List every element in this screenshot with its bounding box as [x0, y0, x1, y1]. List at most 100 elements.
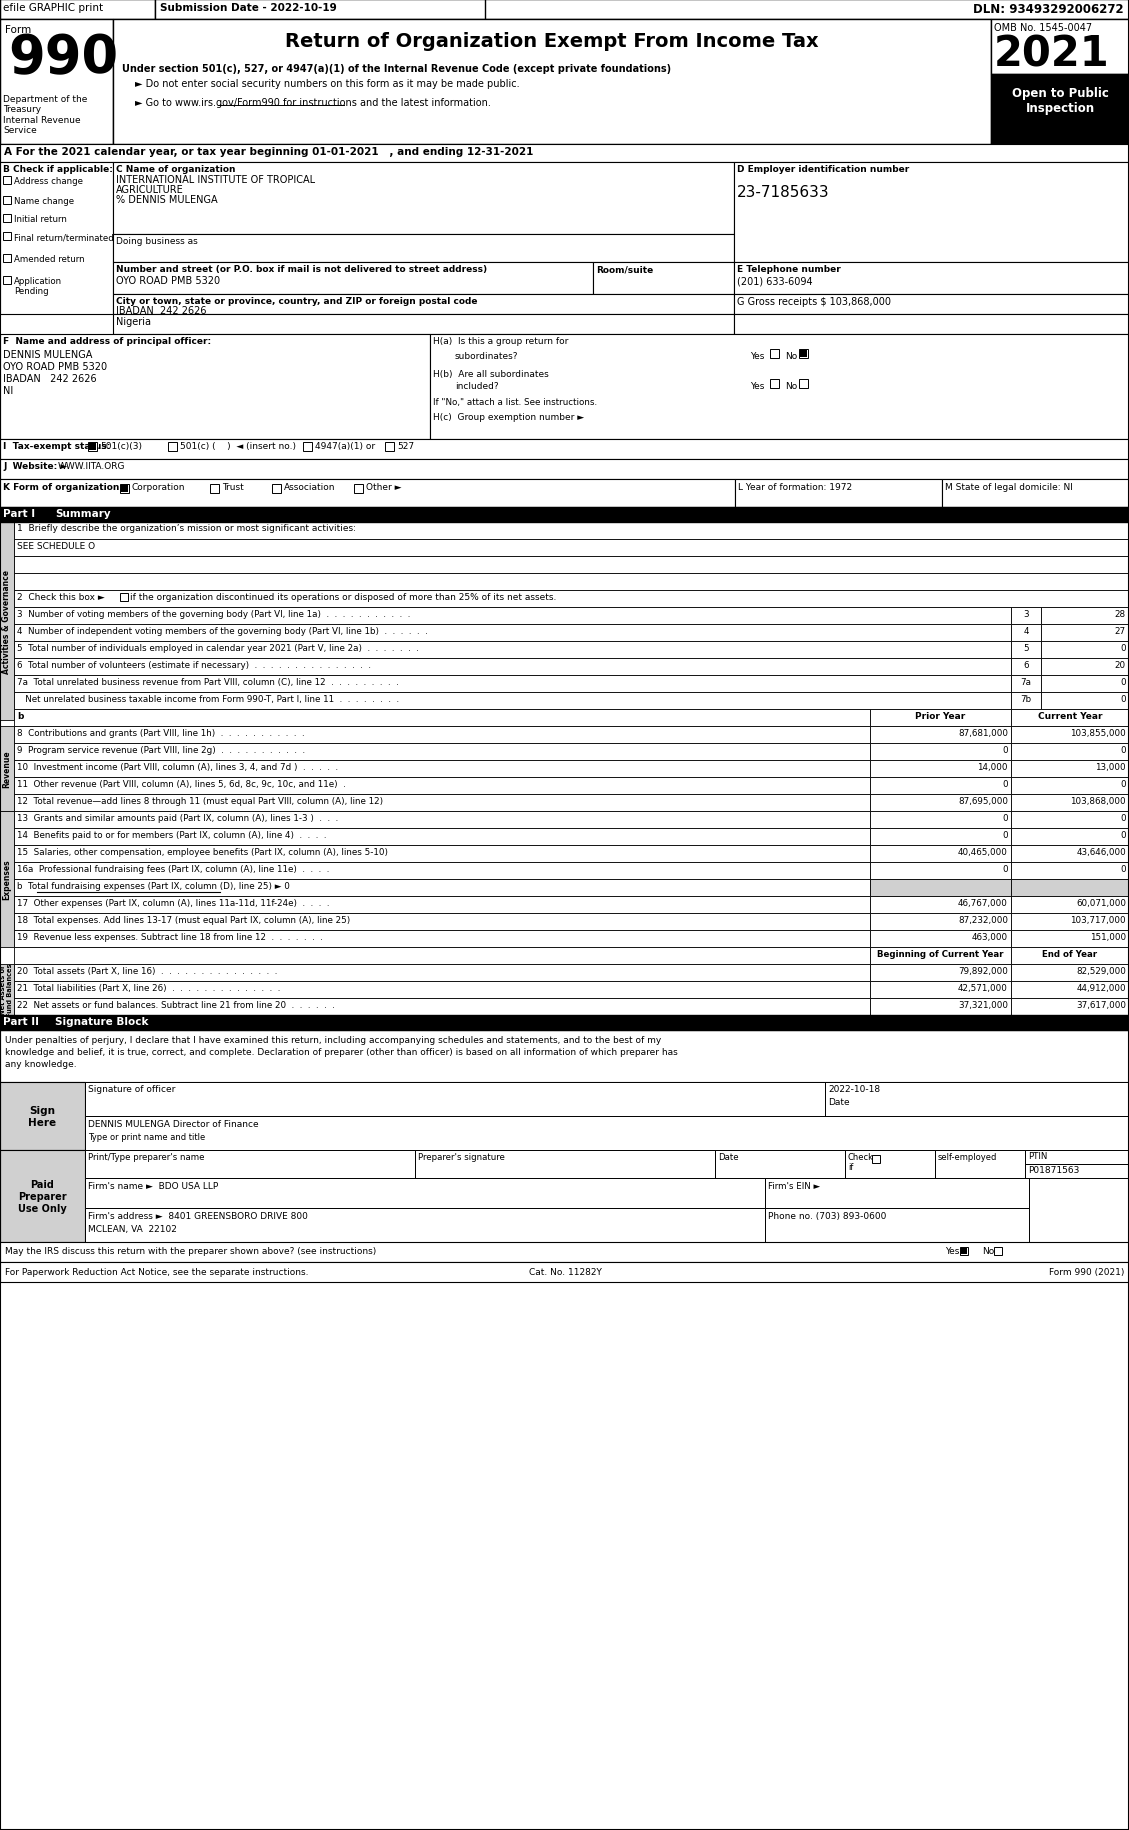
Text: Firm's name ►  BDO USA LLP: Firm's name ► BDO USA LLP [88, 1182, 218, 1190]
Bar [0, 335, 430, 439]
Bar [88, 443, 97, 452]
Text: included?: included? [455, 382, 499, 392]
Text: 17  Other expenses (Part IX, column (A), lines 11a-11d, 11f-24e)  .  .  .  .: 17 Other expenses (Part IX, column (A), … [17, 899, 330, 908]
Bar [14, 556, 1129, 573]
Text: DENNIS MULENGA: DENNIS MULENGA [3, 350, 93, 361]
Bar [14, 897, 870, 913]
Bar [994, 1248, 1003, 1255]
Text: Number and street (or P.O. box if mail is not delivered to street address): Number and street (or P.O. box if mail i… [116, 265, 487, 274]
Text: 20  Total assets (Part X, line 16)  .  .  .  .  .  .  .  .  .  .  .  .  .  .  .: 20 Total assets (Part X, line 16) . . . … [17, 966, 278, 975]
Bar [770, 350, 779, 359]
Text: 13,000: 13,000 [1095, 763, 1126, 772]
Text: Activities & Governance: Activities & Governance [2, 569, 11, 673]
Bar [210, 485, 219, 494]
Text: E Telephone number: E Telephone number [737, 265, 841, 274]
Text: OYO ROAD PMB 5320: OYO ROAD PMB 5320 [3, 362, 107, 371]
Bar [14, 692, 1010, 710]
Text: 14  Benefits paid to or for members (Part IX, column (A), line 4)  .  .  .  .: 14 Benefits paid to or for members (Part… [17, 831, 326, 840]
Bar [1010, 642, 1041, 659]
Text: H(a)  Is this a group return for: H(a) Is this a group return for [434, 337, 568, 346]
Text: Final return/terminated: Final return/terminated [14, 232, 114, 242]
Text: 42,571,000: 42,571,000 [959, 983, 1008, 992]
Text: 6  Total number of volunteers (estimate if necessary)  .  .  .  .  .  .  .  .  .: 6 Total number of volunteers (estimate i… [17, 661, 371, 670]
Text: Room/suite: Room/suite [596, 265, 654, 274]
Text: IBADAN  242 2626: IBADAN 242 2626 [116, 306, 207, 317]
Bar [14, 829, 870, 845]
Bar [14, 761, 870, 778]
Text: 527: 527 [397, 441, 414, 450]
Bar [113, 163, 734, 234]
Text: 60,071,000: 60,071,000 [1076, 899, 1126, 908]
Bar [870, 829, 1010, 845]
Text: Firm's EIN ►: Firm's EIN ► [768, 1182, 820, 1190]
Text: Part I: Part I [3, 509, 35, 518]
Text: DENNIS MULENGA Director of Finance: DENNIS MULENGA Director of Finance [88, 1120, 259, 1129]
Text: Return of Organization Exempt From Income Tax: Return of Organization Exempt From Incom… [286, 31, 819, 51]
Text: Amended return: Amended return [14, 254, 85, 264]
Bar [3, 178, 11, 185]
Text: Cat. No. 11282Y: Cat. No. 11282Y [528, 1268, 602, 1276]
Text: 21  Total liabilities (Part X, line 26)  .  .  .  .  .  .  .  .  .  .  .  .  .  : 21 Total liabilities (Part X, line 26) .… [17, 983, 280, 992]
Text: Yes: Yes [750, 351, 764, 361]
Bar [1010, 930, 1129, 948]
Text: WWW.IITA.ORG: WWW.IITA.ORG [58, 461, 125, 470]
Text: Doing business as: Doing business as [116, 236, 198, 245]
Bar [14, 743, 870, 761]
Text: Expenses: Expenses [2, 860, 11, 900]
Bar [1010, 999, 1129, 1016]
Text: May the IRS discuss this return with the preparer shown above? (see instructions: May the IRS discuss this return with the… [5, 1246, 376, 1255]
Text: Part II: Part II [3, 1016, 40, 1027]
Text: B Check if applicable:: B Check if applicable: [3, 165, 113, 174]
Bar [14, 862, 870, 880]
Bar [1010, 675, 1041, 692]
Bar [385, 443, 394, 452]
Bar [155, 0, 485, 20]
Bar [14, 880, 870, 897]
Bar [121, 485, 128, 492]
Bar [0, 1016, 1129, 1030]
Text: M State of legal domicile: NI: M State of legal domicile: NI [945, 483, 1073, 492]
Bar [14, 573, 1129, 591]
Bar [870, 710, 1010, 727]
Text: 10  Investment income (Part VIII, column (A), lines 3, 4, and 7d )  .  .  .  .  : 10 Investment income (Part VIII, column … [17, 763, 338, 772]
Text: subordinates?: subordinates? [455, 351, 518, 361]
Text: 43,646,000: 43,646,000 [1076, 847, 1126, 856]
Text: 0: 0 [1120, 814, 1126, 822]
Bar [14, 964, 870, 981]
Text: 0: 0 [1120, 644, 1126, 653]
Text: Form 990 (2021): Form 990 (2021) [1049, 1268, 1124, 1276]
Text: 5: 5 [1023, 644, 1029, 653]
Text: Summary: Summary [55, 509, 111, 518]
Bar [1010, 880, 1129, 897]
Text: For Paperwork Reduction Act Notice, see the separate instructions.: For Paperwork Reduction Act Notice, see … [5, 1268, 308, 1276]
Text: ► Go to www.irs.gov/Form990 for instructions and the latest information.: ► Go to www.irs.gov/Form990 for instruct… [135, 99, 491, 108]
Bar [870, 794, 1010, 811]
Bar [14, 624, 1010, 642]
Bar [415, 1151, 715, 1179]
Bar [0, 1151, 85, 1243]
Bar [870, 811, 1010, 829]
Text: 0: 0 [1003, 864, 1008, 873]
Bar [870, 999, 1010, 1016]
Bar [14, 608, 1010, 624]
Text: 23-7185633: 23-7185633 [737, 185, 830, 199]
Bar [870, 727, 1010, 743]
Bar [0, 479, 735, 507]
Text: Net unrelated business taxable income from Form 990-T, Part I, line 11  .  .  . : Net unrelated business taxable income fr… [17, 695, 400, 703]
Text: knowledge and belief, it is true, correct, and complete. Declaration of preparer: knowledge and belief, it is true, correc… [5, 1047, 677, 1056]
Text: Yes: Yes [750, 382, 764, 392]
Text: Beginning of Current Year: Beginning of Current Year [877, 950, 1004, 959]
Text: Name change: Name change [14, 198, 75, 207]
Text: Paid
Preparer
Use Only: Paid Preparer Use Only [18, 1180, 67, 1213]
Bar [1010, 692, 1041, 710]
Bar [0, 964, 14, 1016]
Bar [715, 1151, 844, 1179]
Bar [0, 1082, 85, 1151]
Text: 87,695,000: 87,695,000 [959, 796, 1008, 805]
Bar [870, 897, 1010, 913]
Bar [85, 1151, 415, 1179]
Text: Signature Block: Signature Block [55, 1016, 149, 1027]
Bar [0, 1263, 1129, 1283]
Text: 46,767,000: 46,767,000 [959, 899, 1008, 908]
Text: Corporation: Corporation [132, 483, 185, 492]
